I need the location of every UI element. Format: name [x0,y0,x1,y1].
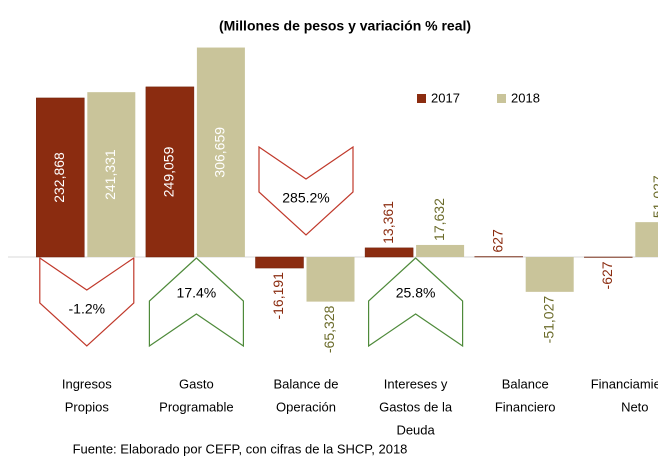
bar [255,256,304,269]
x-tick-label: Propios [65,399,110,414]
bar [635,222,658,257]
bar [36,97,85,258]
bar [306,256,355,302]
x-tick-label: Programable [159,399,233,414]
value-label: 232,868 [51,152,67,203]
legend-swatch [417,94,426,103]
x-tick-label: Intereses y [384,376,448,391]
chevron [148,257,244,348]
legend-label: 2017 [431,90,460,105]
value-label: 306,659 [212,127,228,178]
chart-title: (Millones de pesos y variación % real) [219,18,471,34]
chevron [258,145,354,236]
x-tick-label: Balance [502,376,549,391]
value-label: -627 [599,261,615,289]
bar [87,92,136,257]
legend-label: 2018 [511,90,540,105]
source-note: Fuente: Elaborado por CEFP, con cifras d… [73,441,408,456]
bar [196,47,245,257]
x-tick-label: Balance de [273,376,338,391]
annotation-label: 25.8% [396,285,436,301]
chevron [39,256,135,347]
chevron [368,257,464,348]
value-label: -65,328 [321,305,337,353]
bar [416,244,465,257]
annotation-label: -1.2% [69,301,106,317]
value-label: -16,191 [270,272,286,320]
value-label: -51,027 [540,296,556,344]
x-tick-label: Ingresos [62,376,112,391]
value-label: 13,361 [380,201,396,244]
legend-swatch [497,94,506,103]
value-label: 627 [489,229,505,253]
bar [525,256,574,292]
bar [364,247,414,258]
value-label: 51,027 [650,175,658,218]
x-tick-label: Gastos de la [379,399,453,414]
x-tick-label: Gasto [179,376,214,391]
annotation-label: 285.2% [282,190,329,206]
value-label: 241,331 [102,149,118,200]
value-label: 17,632 [431,198,447,241]
x-tick-label: Deuda [396,422,435,437]
x-tick-label: Neto [621,399,648,414]
bar [145,86,195,258]
annotation-label: 17.4% [177,285,217,301]
x-tick-label: Operación [276,399,336,414]
x-tick-label: Financiamiento [591,376,658,391]
x-tick-label: Financiero [495,399,556,414]
value-label: 249,059 [161,146,177,197]
